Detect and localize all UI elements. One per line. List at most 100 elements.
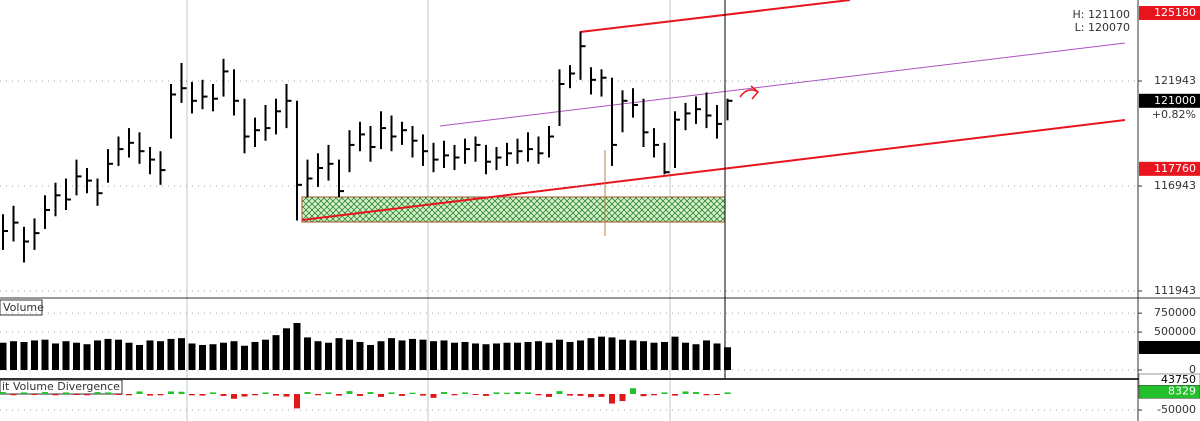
bar [0, 392, 6, 394]
bar [42, 392, 48, 394]
bar [126, 394, 132, 396]
y-tick-label: 500000 [1154, 325, 1196, 338]
bar [178, 391, 185, 394]
bar [304, 392, 311, 394]
badge-label: 43750 [1161, 373, 1196, 386]
bar [105, 392, 111, 394]
bar [73, 342, 80, 370]
bar [608, 337, 616, 370]
y-tick-label: 111943 [1154, 284, 1196, 297]
price-badge-label: 125180 [1154, 6, 1196, 19]
bar [556, 391, 563, 394]
bar [252, 394, 258, 396]
bar [52, 394, 59, 396]
zone [301, 196, 726, 223]
bar [503, 342, 511, 370]
bar [188, 343, 196, 370]
bar [399, 394, 405, 396]
bar [588, 394, 594, 398]
bar [535, 394, 542, 396]
bar [31, 394, 38, 395]
bar [20, 341, 28, 370]
panel-title: Volume [3, 301, 44, 314]
bar [262, 392, 269, 394]
bar [367, 344, 374, 370]
arrow [739, 85, 760, 100]
bar [104, 338, 112, 370]
bar [461, 341, 469, 370]
bar [94, 340, 101, 370]
bar [241, 394, 248, 397]
bar [63, 392, 69, 394]
bar [10, 394, 17, 396]
low-label: L: 120070 [1075, 21, 1130, 34]
channel-lower [301, 119, 1126, 221]
bar [598, 336, 605, 370]
y-tick-label: 750000 [1154, 306, 1196, 319]
bar [357, 394, 363, 396]
bar [167, 338, 175, 370]
bar [409, 392, 416, 394]
bar [577, 340, 584, 370]
bar [325, 392, 332, 394]
bar [199, 344, 206, 370]
price-badge [1139, 6, 1200, 21]
bar [125, 342, 133, 370]
price-badge [1139, 161, 1200, 176]
bar [420, 394, 426, 396]
bar [41, 339, 49, 370]
bar [472, 343, 479, 370]
bar [367, 392, 374, 394]
badge [1139, 341, 1200, 354]
price-badge-label: 117760 [1154, 162, 1196, 175]
bar [566, 341, 574, 370]
bar [472, 394, 479, 395]
bar [514, 392, 521, 394]
panel-title-box [0, 379, 123, 395]
bar [84, 394, 90, 396]
bar [146, 340, 154, 370]
bar [409, 338, 416, 370]
bar [273, 394, 279, 396]
channel-middle [439, 42, 1126, 127]
bar [630, 388, 636, 394]
bar [83, 344, 91, 370]
bar [672, 394, 678, 396]
bar [62, 341, 70, 370]
bar [619, 339, 626, 370]
bar [493, 392, 500, 394]
high-label: H: 121100 [1073, 8, 1130, 21]
bar [682, 342, 689, 370]
bar [356, 341, 364, 370]
bar [220, 342, 227, 370]
bar [210, 392, 216, 394]
price-badge-label: 121000 [1154, 94, 1196, 107]
price-badge [1139, 93, 1200, 108]
bar [430, 394, 437, 398]
bar [535, 341, 542, 370]
bar [157, 394, 164, 396]
y-tick-label: 116943 [1154, 179, 1196, 192]
bar [441, 392, 447, 394]
bar [556, 339, 563, 370]
bar [136, 344, 143, 370]
bar [714, 394, 720, 395]
bar [94, 392, 101, 394]
bar [147, 394, 153, 396]
bar [335, 338, 343, 370]
bar [220, 394, 227, 396]
bar [650, 342, 658, 370]
bar [587, 338, 595, 370]
bar [609, 394, 615, 404]
bar [430, 341, 437, 370]
bar [640, 341, 647, 370]
badge-label: 8329 [1168, 384, 1196, 397]
bar [514, 342, 521, 370]
bar [640, 394, 647, 397]
bar [189, 394, 195, 396]
bar [315, 394, 321, 396]
bar [525, 392, 531, 394]
bar [283, 394, 290, 397]
bar [661, 392, 668, 394]
